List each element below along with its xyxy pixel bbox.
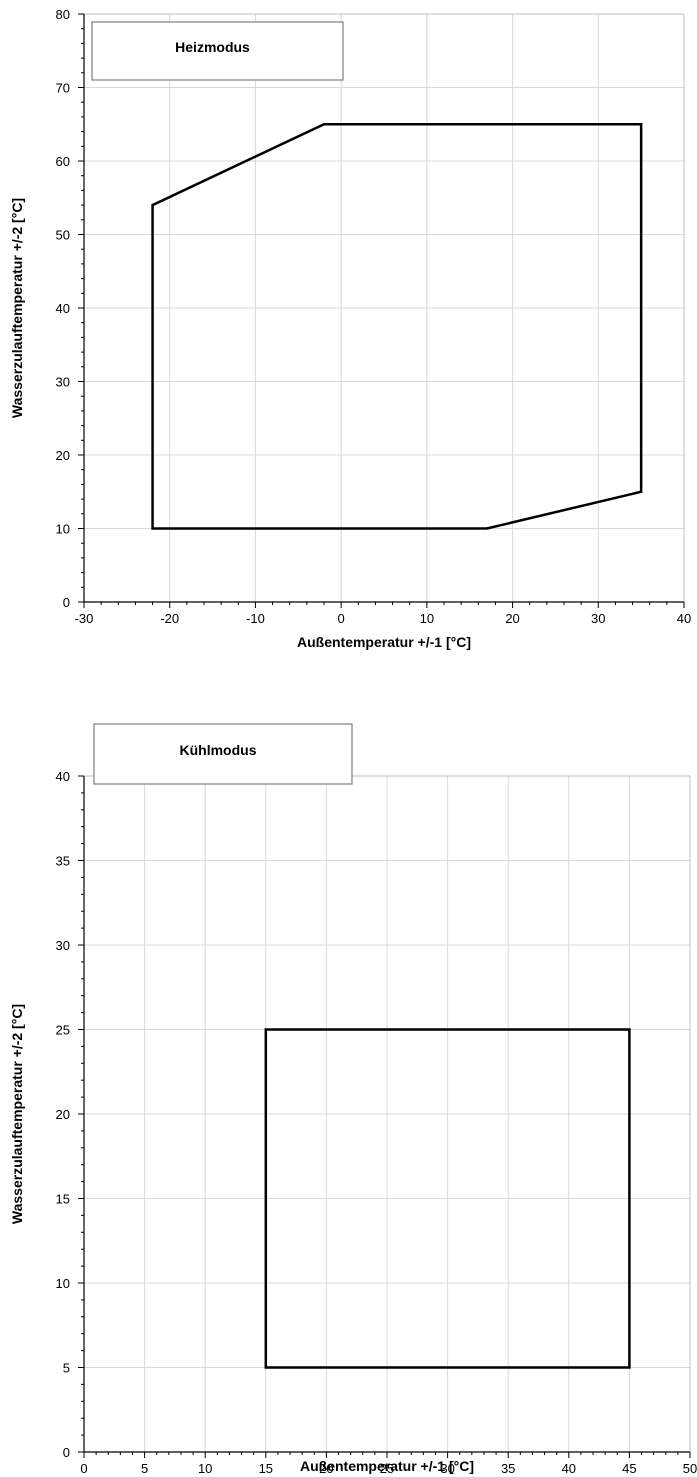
legend-box: Kühlmodus [93, 723, 353, 785]
x-tick-label: 45 [622, 1461, 636, 1476]
x-tick-label: 10 [420, 611, 434, 626]
heating-mode-chart: -30 -20 -10 0 10 20 30 40 0 10 20 30 40 50 60 70 80 Heizm… [9, 7, 691, 650]
y-tick-label: 60 [56, 154, 70, 169]
y-tick-label: 10 [56, 522, 70, 537]
x-tick-label: 30 [591, 611, 605, 626]
x-tick-label: -20 [160, 611, 179, 626]
y-tick-label: 30 [56, 938, 70, 953]
x-tick-label: 0 [80, 1461, 87, 1476]
operating-range-polygon [151, 123, 643, 530]
x-tick-label: 30 [440, 1461, 454, 1476]
x-tick-label: 35 [501, 1461, 515, 1476]
x-tick-label: 0 [338, 611, 345, 626]
x-tick-label: 20 [319, 1461, 333, 1476]
y-axis-label: Wasserzulauftemperatur +/-2 [°C] [9, 198, 25, 418]
x-tick-label: 25 [380, 1461, 394, 1476]
x-axis-label: Außentemperatur +/-1 [°C] [297, 634, 471, 650]
y-tick-label: 0 [63, 595, 70, 610]
x-tick-label: 40 [562, 1461, 576, 1476]
legend-box-frame [91, 21, 344, 81]
y-tick-label: 20 [56, 1107, 70, 1122]
y-tick-label: 30 [56, 375, 70, 390]
legend-box: Heizmodus [91, 21, 344, 81]
legend-box-label: Heizmodus [175, 39, 250, 55]
y-tick-label: 35 [56, 854, 70, 869]
y-tick-label: 20 [56, 448, 70, 463]
x-tick-label: 20 [505, 611, 519, 626]
x-tick-label: -10 [246, 611, 265, 626]
y-tick-label: 70 [56, 81, 70, 96]
gridlines [84, 775, 691, 1452]
cooling-mode-chart: 0 5 10 15 20 25 30 35 40 45 50 0 5 10 15 20 25 30 35 40 Kühl… [9, 723, 697, 1476]
x-tick-label: -30 [75, 611, 94, 626]
y-tick-label: 0 [63, 1445, 70, 1460]
x-tick-label: 15 [259, 1461, 273, 1476]
x-axis-label: Außentemperatur +/-1 [°C] [300, 1458, 474, 1474]
legend-box-frame [93, 723, 353, 785]
y-tick-label: 5 [63, 1361, 70, 1376]
y-tick-label: 15 [56, 1192, 70, 1207]
y-tick-label: 80 [56, 7, 70, 22]
legend-box-label: Kühlmodus [180, 742, 257, 758]
y-axis-label: Wasserzulauftemperatur +/-2 [°C] [9, 1004, 25, 1224]
x-tick-label: 40 [677, 611, 691, 626]
y-tick-label: 40 [56, 301, 70, 316]
y-tick-label: 25 [56, 1023, 70, 1038]
gridlines [84, 13, 685, 602]
y-tick-label: 40 [56, 769, 70, 784]
x-tick-label: 10 [198, 1461, 212, 1476]
y-tick-label: 50 [56, 228, 70, 243]
y-tick-label: 10 [56, 1276, 70, 1291]
x-tick-label: 50 [683, 1461, 697, 1476]
x-tick-label: 5 [141, 1461, 148, 1476]
